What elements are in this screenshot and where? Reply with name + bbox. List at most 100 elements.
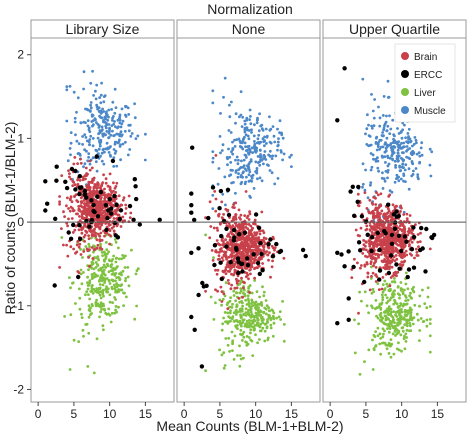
point-brain: [119, 203, 123, 207]
point-liver: [400, 308, 403, 311]
point-brain: [80, 201, 83, 205]
point-ercc: [113, 233, 119, 238]
point-liver: [410, 287, 414, 291]
point-muscle: [87, 155, 90, 159]
point-brain: [209, 225, 213, 228]
point-brain: [110, 226, 114, 230]
point-liver: [113, 311, 117, 315]
point-muscle: [78, 152, 82, 156]
point-muscle: [127, 129, 131, 133]
point-brain: [242, 280, 245, 284]
point-muscle: [255, 169, 259, 173]
point-liver: [392, 302, 396, 306]
point-liver: [367, 348, 371, 352]
point-brain: [395, 248, 399, 251]
point-muscle: [391, 149, 394, 153]
point-muscle: [114, 125, 117, 129]
point-muscle: [240, 159, 243, 163]
point-brain: [249, 257, 253, 260]
point-liver: [121, 254, 125, 257]
point-liver: [407, 309, 411, 312]
point-liver: [234, 319, 238, 323]
point-brain: [249, 239, 252, 243]
point-muscle: [249, 158, 253, 162]
point-brain: [225, 224, 229, 228]
point-muscle: [97, 106, 101, 110]
point-liver: [383, 287, 387, 290]
point-brain: [364, 228, 368, 232]
point-muscle: [378, 138, 382, 142]
point-brain: [364, 248, 368, 252]
point-ercc: [71, 222, 76, 228]
point-muscle: [89, 106, 93, 110]
point-muscle: [102, 132, 106, 136]
point-brain: [251, 234, 255, 238]
point-brain: [228, 263, 232, 267]
point-brain: [80, 231, 84, 235]
point-brain: [62, 243, 65, 247]
point-brain: [369, 262, 373, 265]
point-brain: [239, 213, 243, 217]
point-muscle: [124, 113, 127, 117]
point-brain: [365, 241, 368, 244]
point-liver: [405, 321, 409, 325]
point-brain: [382, 266, 385, 269]
point-brain: [74, 193, 78, 197]
point-liver: [104, 311, 108, 315]
point-brain: [385, 243, 388, 247]
point-muscle: [85, 139, 89, 143]
point-brain: [237, 296, 241, 300]
point-muscle: [395, 157, 399, 161]
point-liver: [271, 334, 275, 338]
point-liver: [241, 332, 245, 336]
point-brain: [388, 284, 392, 288]
point-brain: [87, 237, 91, 241]
point-muscle: [101, 128, 104, 132]
point-brain: [243, 246, 247, 250]
point-liver: [105, 287, 109, 291]
point-muscle: [239, 90, 243, 93]
point-liver: [102, 268, 106, 272]
point-brain: [236, 265, 240, 268]
point-liver: [379, 315, 383, 318]
point-brain: [380, 287, 384, 291]
point-muscle: [248, 148, 252, 152]
point-muscle: [246, 134, 250, 138]
point-ercc: [389, 241, 395, 246]
point-brain: [249, 272, 252, 276]
point-brain: [266, 253, 270, 257]
point-liver: [255, 313, 259, 317]
point-liver: [102, 294, 105, 298]
point-brain: [68, 175, 71, 179]
point-muscle: [68, 84, 72, 88]
point-muscle: [268, 149, 272, 153]
point-muscle: [241, 139, 245, 143]
point-liver: [107, 312, 110, 316]
point-liver: [96, 263, 99, 266]
point-ercc: [132, 177, 137, 182]
point-liver: [231, 341, 235, 344]
point-muscle: [410, 161, 414, 165]
point-muscle: [100, 151, 104, 155]
point-muscle: [384, 149, 388, 153]
point-brain: [222, 253, 226, 257]
point-muscle: [245, 118, 249, 122]
point-brain: [372, 214, 375, 218]
point-muscle: [375, 148, 379, 152]
point-ercc: [260, 268, 265, 273]
point-brain: [116, 213, 120, 217]
point-brain: [66, 254, 70, 258]
point-brain: [368, 288, 372, 292]
point-brain: [380, 259, 384, 263]
point-liver: [247, 336, 251, 339]
point-muscle: [98, 129, 102, 132]
point-brain: [96, 243, 100, 247]
point-brain: [365, 262, 369, 266]
point-brain: [414, 247, 418, 251]
point-brain: [257, 258, 261, 261]
point-muscle: [255, 171, 259, 175]
point-muscle: [430, 150, 434, 154]
point-muscle: [106, 147, 109, 151]
point-muscle: [120, 122, 124, 126]
point-muscle: [127, 123, 131, 127]
